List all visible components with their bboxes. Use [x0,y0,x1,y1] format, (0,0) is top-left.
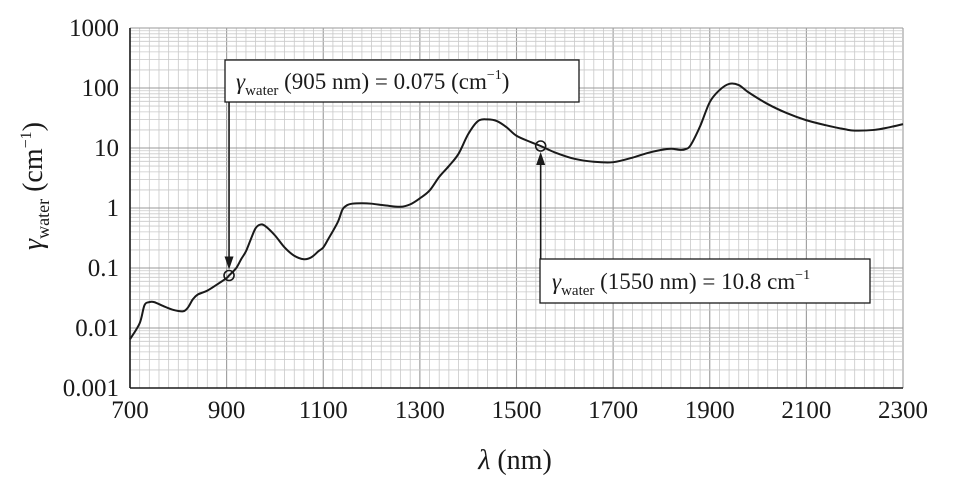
x-tick-label: 1500 [492,397,542,424]
annotation-905-box [224,59,580,103]
annotation-905-marker [223,269,235,282]
x-tick-label: 1700 [588,397,638,424]
y-tick-label: 100 [82,75,120,102]
y-tick-label: 1 [107,195,120,222]
y-tick-label: 1000 [69,15,119,42]
annotation-1550-label: γwater (1550 nm) = 10.8 cm−1 [552,268,810,299]
x-tick-label: 1900 [685,397,735,424]
x-tick-label: 900 [208,397,246,424]
x-tick-label: 2300 [878,397,928,424]
y-tick-labels: 0.001 0.01 0.1 1 10 100 1000 [63,15,119,402]
annotation-1550: γwater (1550 nm) = 10.8 cm−1 [534,140,871,304]
x-tick-label: 700 [111,397,149,424]
annotation-905-arrowhead [224,256,234,270]
annotation-1550-marker [534,140,547,152]
y-tick-label: 0.01 [75,315,119,342]
x-tick-label: 2100 [781,397,831,424]
annotation-1550-arrowhead [536,151,546,165]
annotation-905-label: γwater (905 nm) = 0.075 (cm−1) [236,68,509,99]
annotation-905: γwater (905 nm) = 0.075 (cm−1) [223,59,580,282]
x-axis-title: λ (nm) [477,445,552,476]
y-tick-label: 0.001 [63,375,119,402]
annotation-1550-box [539,258,871,304]
y-axis-title: γwater (cm−1) [18,122,53,250]
x-tick-label: 1300 [395,397,445,424]
x-tick-labels: 700 900 1100 1300 1500 1700 1900 2100 2300 [111,397,928,424]
axes [129,28,903,389]
y-tick-label: 0.1 [88,255,119,282]
x-tick-label: 1100 [299,397,348,424]
y-tick-label: 10 [94,135,119,162]
